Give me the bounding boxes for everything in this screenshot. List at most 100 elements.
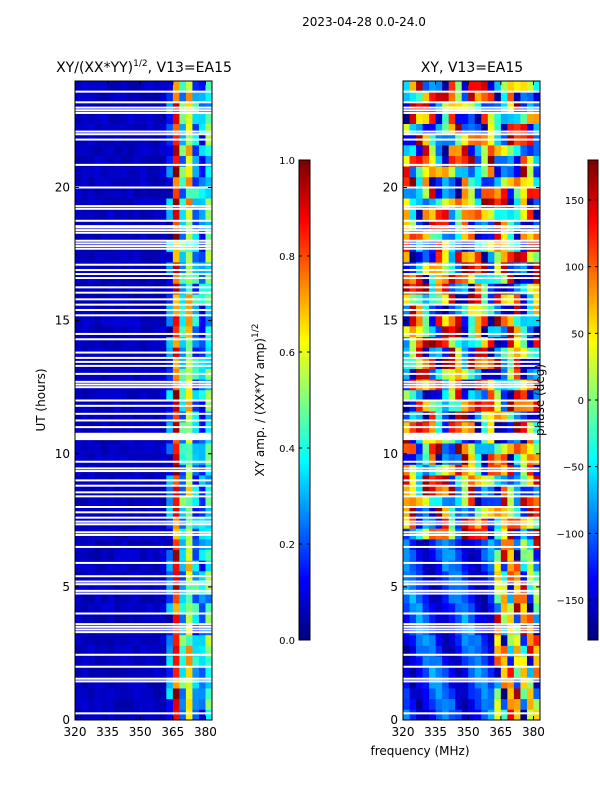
heatmap-cell: [133, 517, 141, 529]
heatmap-cell: [513, 453, 521, 465]
heatmap-cell: [416, 389, 423, 401]
heatmap-cell: [409, 208, 417, 220]
colorbar-segment: [299, 432, 310, 437]
heatmap-cell: [205, 645, 213, 657]
colorbar-segment: [588, 432, 598, 437]
heatmap-cell: [409, 198, 417, 210]
heatmap-cell: [474, 144, 482, 156]
heatmap-cell: [487, 592, 495, 604]
heatmap-cell: [159, 219, 167, 231]
heatmap-cell: [75, 208, 82, 220]
heatmap-cell: [146, 81, 154, 93]
heatmap-cell: [513, 123, 521, 135]
heatmap-cell: [461, 698, 469, 710]
heatmap-cell: [120, 538, 128, 550]
heatmap-cell: [507, 187, 515, 199]
heatmap-cell: [448, 538, 456, 550]
colorbar-segment: [588, 392, 598, 397]
flagged-row: [75, 399, 212, 402]
heatmap-cell: [166, 688, 174, 700]
heatmap-cell: [172, 389, 180, 401]
heatmap-cell: [422, 538, 430, 550]
heatmap-cell: [416, 112, 423, 124]
heatmap-cell: [192, 453, 200, 465]
heatmap-cell: [198, 709, 206, 721]
heatmap-cell: [133, 336, 141, 348]
heatmap-cell: [153, 485, 161, 497]
heatmap-cell: [179, 538, 187, 550]
heatmap-cell: [75, 91, 82, 103]
heatmap-cell: [481, 198, 489, 210]
heatmap-cell: [500, 176, 508, 188]
heatmap-cell: [205, 198, 213, 210]
heatmap-cell: [500, 187, 508, 199]
heatmap-cell: [166, 208, 174, 220]
heatmap-cell: [403, 144, 410, 156]
heatmap-cell: [192, 187, 200, 199]
heatmap-cell: [422, 123, 430, 135]
heatmap-cell: [520, 581, 528, 593]
heatmap-cell: [422, 677, 430, 689]
heatmap-cell: [520, 549, 528, 561]
flagged-row: [75, 419, 212, 422]
flagged-row: [403, 314, 540, 317]
x-tick-label: 380: [194, 725, 217, 739]
heatmap-cell: [146, 485, 154, 497]
heatmap-cell: [429, 602, 437, 614]
heatmap-cell: [409, 496, 417, 508]
heatmap-cell: [101, 645, 109, 657]
heatmap-cell: [403, 187, 410, 199]
heatmap-cell: [435, 560, 443, 572]
heatmap-cell: [409, 485, 417, 497]
heatmap-cell: [500, 112, 508, 124]
heatmap-cell: [159, 389, 167, 401]
heatmap-cell: [422, 645, 430, 657]
heatmap-cell: [179, 602, 187, 614]
heatmap-cell: [526, 315, 534, 327]
heatmap-cell: [205, 325, 213, 337]
colorbar-segment: [588, 176, 598, 181]
heatmap-cell: [166, 123, 174, 135]
heatmap-cell: [88, 262, 95, 274]
heatmap-cell: [494, 315, 502, 327]
heatmap-cell: [153, 453, 161, 465]
heatmap-cell: [198, 656, 206, 668]
heatmap-cell: [127, 698, 135, 710]
heatmap-cell: [140, 187, 148, 199]
heatmap-cell: [409, 123, 417, 135]
heatmap-cell: [159, 443, 167, 455]
heatmap-cell: [146, 666, 154, 678]
heatmap-cell: [409, 560, 417, 572]
heatmap-cell: [185, 709, 193, 721]
heatmap-cell: [461, 411, 469, 423]
heatmap-cell: [166, 357, 174, 369]
flagged-row: [403, 523, 540, 526]
heatmap-cell: [94, 581, 102, 593]
heatmap-cell: [127, 634, 135, 646]
heatmap-cell: [500, 208, 508, 220]
heatmap-cell: [500, 123, 508, 135]
heatmap-cell: [526, 176, 534, 188]
heatmap-cell: [500, 634, 508, 646]
heatmap-cell: [461, 262, 469, 274]
heatmap-cell: [500, 453, 508, 465]
heatmap-cell: [448, 357, 456, 369]
heatmap-cell: [474, 198, 482, 210]
heatmap-cell: [120, 666, 128, 678]
heatmap-cell: [114, 709, 122, 721]
heatmap-cell: [205, 230, 213, 242]
heatmap-cell: [172, 81, 180, 93]
flagged-row: [75, 495, 212, 498]
heatmap-cell: [448, 336, 456, 348]
heatmap-cell: [494, 411, 502, 423]
heatmap-cell: [513, 538, 521, 550]
heatmap-cell: [448, 187, 456, 199]
heatmap-cell: [205, 496, 213, 508]
heatmap-cell: [133, 634, 141, 646]
heatmap-cell: [179, 645, 187, 657]
heatmap-cell: [461, 528, 469, 540]
heatmap-cell: [455, 198, 463, 210]
heatmap-cell: [81, 325, 89, 337]
heatmap-cell: [166, 315, 174, 327]
